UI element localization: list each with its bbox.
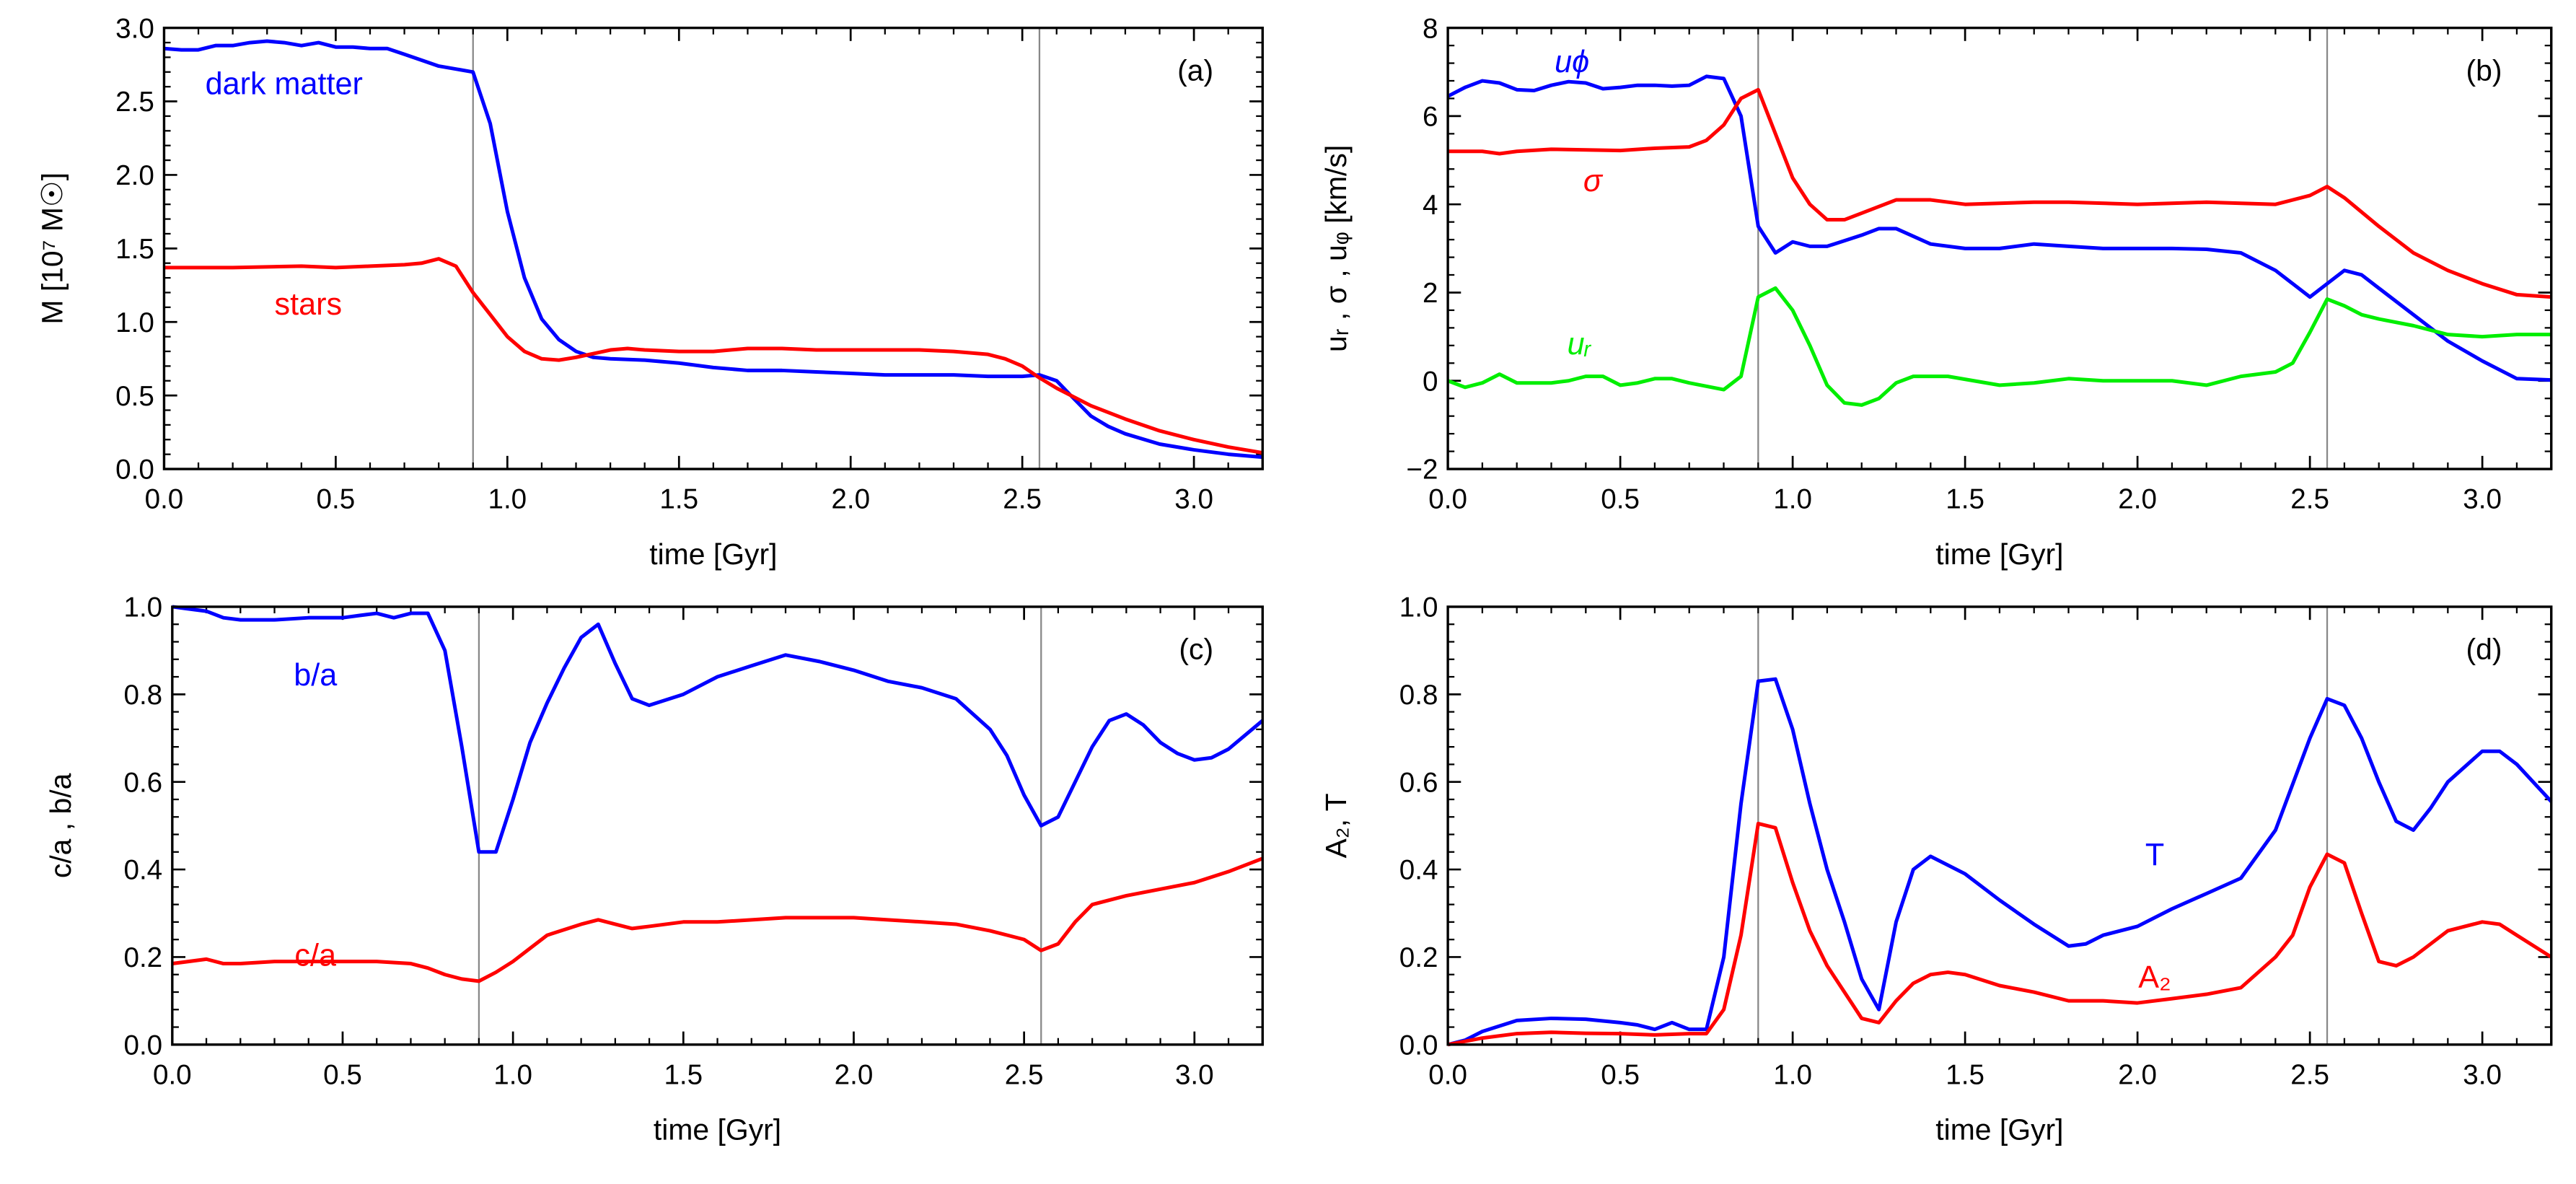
series-label: σ bbox=[1583, 164, 1604, 198]
y-tick-label: 2 bbox=[1423, 278, 1438, 309]
y-axis-label: uᵣ , σ , uᵩ [km/s] bbox=[1319, 145, 1353, 352]
x-axis-label: time [Gyr] bbox=[649, 538, 777, 571]
x-axis-label: time [Gyr] bbox=[1935, 538, 2063, 571]
x-tick-label: 1.0 bbox=[488, 484, 527, 515]
x-tick-label: 3.0 bbox=[2463, 1059, 2502, 1090]
x-tick-label: 1.5 bbox=[659, 484, 698, 515]
x-tick-label: 0.5 bbox=[1601, 484, 1640, 515]
y-axis-label: M [10⁷ M☉] bbox=[36, 172, 69, 325]
x-tick-label: 0.0 bbox=[1428, 1059, 1467, 1090]
panel-d: 0.0 0.5 1.0 1.5 2.0 2.5 3.0 0.0 0.2 0.4 0.6 0.8 1.0 T… bbox=[1319, 592, 2553, 1146]
y-tick-label: 0.0 bbox=[115, 455, 154, 486]
y-tick-label: 0.8 bbox=[1399, 680, 1438, 711]
series-label: c/a bbox=[294, 939, 337, 973]
x-tick-label: 2.0 bbox=[831, 484, 870, 515]
series-line-1 bbox=[1448, 87, 2551, 299]
series-label: b/a bbox=[294, 658, 338, 693]
x-tick-label: 1.0 bbox=[493, 1059, 532, 1090]
series-label: dark matter bbox=[206, 66, 363, 101]
y-tick-label: 6 bbox=[1423, 102, 1438, 133]
series-line-0 bbox=[164, 39, 1263, 460]
x-tick-label: 1.0 bbox=[1773, 484, 1812, 515]
series-label: T bbox=[2145, 838, 2164, 872]
y-tick-label: 0 bbox=[1423, 366, 1438, 397]
y-tick-label: 8 bbox=[1423, 13, 1438, 44]
x-tick-label: 1.0 bbox=[1773, 1059, 1812, 1090]
series-line-0 bbox=[1446, 74, 2551, 382]
x-tick-label: 2.0 bbox=[835, 1059, 874, 1090]
x-tick-label: 3.0 bbox=[1175, 1059, 1214, 1090]
y-tick-label: 0.2 bbox=[1399, 942, 1438, 973]
y-tick-label: 1.0 bbox=[1399, 592, 1438, 623]
x-tick-label: 2.5 bbox=[1003, 484, 1042, 515]
x-tick-label: 2.5 bbox=[1005, 1059, 1044, 1090]
x-tick-label: 0.0 bbox=[1428, 484, 1467, 515]
y-tick-label: 0.5 bbox=[115, 381, 154, 412]
plot-frame bbox=[171, 605, 1264, 1046]
plot-frame bbox=[162, 26, 1264, 470]
y-tick-label: 1.5 bbox=[115, 234, 154, 265]
x-tick-label: 0.5 bbox=[1601, 1059, 1640, 1090]
x-tick-label: 3.0 bbox=[2463, 484, 2502, 515]
x-tick-label: 2.5 bbox=[2290, 1059, 2329, 1090]
panel-a: 0.0 0.5 1.0 1.5 2.0 2.5 3.0 0.0 0.5 1.0 1.5 2.0 2.5 3… bbox=[36, 13, 1264, 571]
y-tick-label: 0.0 bbox=[1399, 1030, 1438, 1061]
x-tick-label: 0.0 bbox=[145, 484, 184, 515]
y-tick-label: 4 bbox=[1423, 190, 1438, 221]
panel-label: (c) bbox=[1179, 633, 1213, 666]
x-tick-label: 1.5 bbox=[1946, 484, 1984, 515]
x-tick-label: 2.0 bbox=[2118, 1059, 2157, 1090]
x-tick-label: 1.5 bbox=[664, 1059, 703, 1090]
panel-b: 0.0 0.5 1.0 1.5 2.0 2.5 3.0 −2 0 2 4 6 8 uϕ σ uᵣ (b) time… bbox=[1319, 13, 2553, 571]
series-label: uᵣ bbox=[1568, 327, 1592, 361]
x-tick-label: 2.5 bbox=[2290, 484, 2329, 515]
series-line-0 bbox=[172, 605, 1264, 854]
x-tick-label: 0.5 bbox=[323, 1059, 362, 1090]
y-tick-label: 2.0 bbox=[115, 160, 154, 191]
x-tick-label: 2.0 bbox=[2118, 484, 2157, 515]
x-axis-label: time [Gyr] bbox=[1935, 1113, 2063, 1146]
series-line-0 bbox=[1447, 677, 2553, 1047]
x-axis-label: time [Gyr] bbox=[654, 1113, 781, 1146]
x-tick-label: 0.0 bbox=[153, 1059, 192, 1090]
plot-frame bbox=[1446, 26, 2553, 470]
y-tick-label: 0.0 bbox=[123, 1030, 162, 1061]
y-axis-label: A₂, T bbox=[1319, 793, 1353, 858]
series-label: stars bbox=[275, 287, 343, 322]
y-tick-label: 0.8 bbox=[123, 680, 162, 711]
y-tick-label: 2.5 bbox=[115, 87, 154, 118]
panel-label: (d) bbox=[2466, 633, 2502, 666]
y-tick-label: 0.4 bbox=[123, 855, 162, 886]
y-tick-label: −2 bbox=[1406, 455, 1438, 486]
series-label: uϕ bbox=[1555, 45, 1589, 79]
y-tick-label: 0.4 bbox=[1399, 855, 1438, 886]
series-label: A₂ bbox=[2138, 960, 2171, 995]
series-line-1 bbox=[1447, 821, 2553, 1047]
panel-label: (b) bbox=[2466, 53, 2502, 87]
x-tick-label: 1.5 bbox=[1946, 1059, 1984, 1090]
plot-frame bbox=[1446, 605, 2553, 1046]
series-line-1 bbox=[172, 856, 1264, 983]
series-line-2 bbox=[1447, 286, 2551, 407]
panel-label: (a) bbox=[1177, 53, 1213, 87]
y-tick-label: 1.0 bbox=[115, 307, 154, 338]
x-tick-label: 0.5 bbox=[317, 484, 356, 515]
y-tick-label: 0.2 bbox=[123, 942, 162, 973]
y-tick-label: 0.6 bbox=[123, 767, 162, 798]
y-tick-label: 1.0 bbox=[123, 592, 162, 623]
y-tick-label: 3.0 bbox=[115, 13, 154, 44]
y-axis-label: c/a , b/a bbox=[44, 773, 77, 878]
y-tick-label: 0.6 bbox=[1399, 767, 1438, 798]
x-tick-label: 3.0 bbox=[1174, 484, 1213, 515]
panel-c: 0.0 0.5 1.0 1.5 2.0 2.5 3.0 0.0 0.2 0.4 0.6 0.8 1.0 b… bbox=[44, 592, 1264, 1146]
series-line-1 bbox=[164, 257, 1263, 455]
